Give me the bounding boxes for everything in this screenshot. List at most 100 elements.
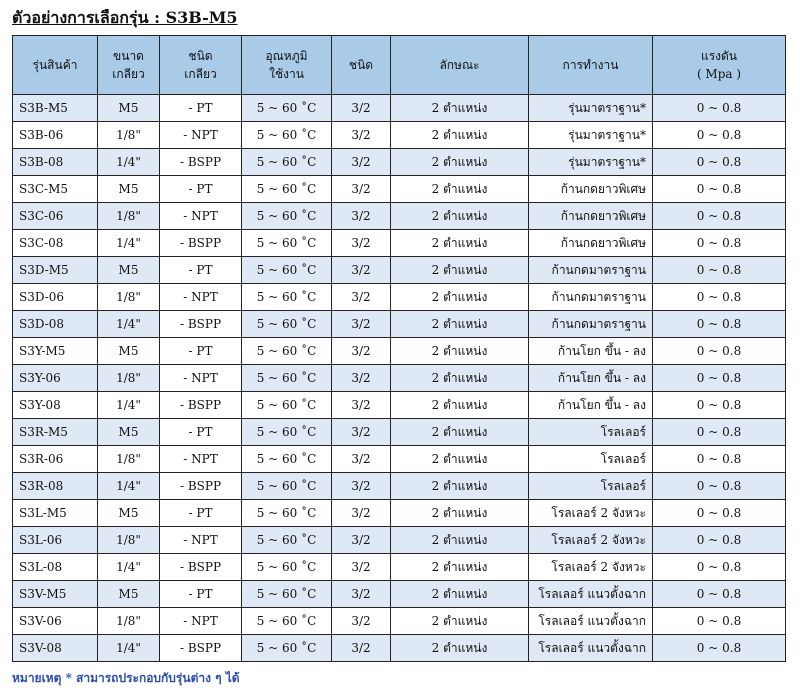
cell-feature: 2 ตำแหน่ง <box>390 526 529 554</box>
cell-size: 1/8" <box>97 364 160 392</box>
cell-size: M5 <box>97 418 160 446</box>
cell-pressure: 0 ~ 0.8 <box>652 580 786 608</box>
cell-type: 3/2 <box>331 499 391 527</box>
table-row: S3Y-08 1/4" - BSPP 5 ~ 60 ˚C 3/2 2 ตำแหน่ง ก้า… <box>12 391 786 419</box>
cell-model: S3B-08 <box>12 148 98 176</box>
cell-model: S3R-06 <box>12 445 98 473</box>
cell-type: 3/2 <box>331 310 391 338</box>
cell-operation: ก้านกดมาตราฐาน <box>528 256 653 284</box>
cell-type: 3/2 <box>331 607 391 635</box>
cell-thread-type: - BSPP <box>159 472 242 500</box>
cell-temperature: 5 ~ 60 ˚C <box>241 94 332 122</box>
cell-size: 1/4" <box>97 310 160 338</box>
cell-feature: 2 ตำแหน่ง <box>390 121 529 149</box>
cell-size: 1/4" <box>97 553 160 581</box>
cell-temperature: 5 ~ 60 ˚C <box>241 472 332 500</box>
header-feature: ลักษณะ <box>390 35 529 95</box>
cell-size: 1/8" <box>97 607 160 635</box>
cell-model: S3C-08 <box>12 229 98 257</box>
cell-type: 3/2 <box>331 148 391 176</box>
cell-type: 3/2 <box>331 175 391 203</box>
cell-feature: 2 ตำแหน่ง <box>390 445 529 473</box>
header-temperature: อุณหภูมิ ใช้งาน <box>241 35 332 95</box>
cell-thread-type: - NPT <box>159 445 242 473</box>
cell-type: 3/2 <box>331 445 391 473</box>
table-row: S3B-08 1/4" - BSPP 5 ~ 60 ˚C 3/2 2 ตำแหน่ง รุ่… <box>12 148 786 176</box>
table-row: S3V-08 1/4" - BSPP 5 ~ 60 ˚C 3/2 2 ตำแหน่ง โรล… <box>12 634 786 662</box>
cell-thread-type: - BSPP <box>159 553 242 581</box>
cell-operation: รุ่นมาตราฐาน* <box>528 148 653 176</box>
cell-thread-type: - NPT <box>159 202 242 230</box>
cell-thread-type: - PT <box>159 337 242 365</box>
table-row: S3R-M5 M5- PT 5 ~ 60 ˚C 3/2 2 ตำแหน่ง โรลเลอร… <box>12 418 786 446</box>
cell-feature: 2 ตำแหน่ง <box>390 391 529 419</box>
table-body: S3B-M5 M5- PT 5 ~ 60 ˚C 3/2 2 ตำแหน่ง รุ่นมาต… <box>12 94 786 662</box>
cell-thread-type: - PT <box>159 94 242 122</box>
table-row: S3B-M5 M5- PT 5 ~ 60 ˚C 3/2 2 ตำแหน่ง รุ่นมาต… <box>12 94 786 122</box>
cell-temperature: 5 ~ 60 ˚C <box>241 175 332 203</box>
cell-model: S3V-06 <box>12 607 98 635</box>
table-row: S3L-08 1/4" - BSPP 5 ~ 60 ˚C 3/2 2 ตำแหน่ง โรล… <box>12 553 786 581</box>
cell-temperature: 5 ~ 60 ˚C <box>241 580 332 608</box>
cell-temperature: 5 ~ 60 ˚C <box>241 202 332 230</box>
cell-model: S3B-06 <box>12 121 98 149</box>
cell-temperature: 5 ~ 60 ˚C <box>241 418 332 446</box>
cell-pressure: 0 ~ 0.8 <box>652 634 786 662</box>
cell-thread-type: - BSPP <box>159 148 242 176</box>
header-type: ชนิด <box>331 35 391 95</box>
header-model: รุ่นสินค้า <box>12 35 98 95</box>
cell-operation: โรลเลอร์ แนวตั้งฉาก <box>528 607 653 635</box>
cell-temperature: 5 ~ 60 ˚C <box>241 391 332 419</box>
cell-size: M5 <box>97 256 160 284</box>
cell-pressure: 0 ~ 0.8 <box>652 499 786 527</box>
cell-type: 3/2 <box>331 634 391 662</box>
cell-type: 3/2 <box>331 391 391 419</box>
table-row: S3Y-M5 M5- PT 5 ~ 60 ˚C 3/2 2 ตำแหน่ง ก้านโยก… <box>12 337 786 365</box>
cell-pressure: 0 ~ 0.8 <box>652 526 786 554</box>
cell-temperature: 5 ~ 60 ˚C <box>241 499 332 527</box>
cell-feature: 2 ตำแหน่ง <box>390 499 529 527</box>
cell-size: 1/8" <box>97 202 160 230</box>
cell-operation: โรลเลอร์ <box>528 418 653 446</box>
model-selection-table: รุ่นสินค้า ขนาด เกลียว ชนิด เกลียว อุณหภ… <box>12 35 786 662</box>
table-row: S3V-M5 M5- PT 5 ~ 60 ˚C 3/2 2 ตำแหน่ง โรลเลอร… <box>12 580 786 608</box>
cell-size: M5 <box>97 175 160 203</box>
cell-model: S3Y-08 <box>12 391 98 419</box>
cell-temperature: 5 ~ 60 ˚C <box>241 445 332 473</box>
cell-thread-type: - NPT <box>159 283 242 311</box>
cell-temperature: 5 ~ 60 ˚C <box>241 364 332 392</box>
cell-temperature: 5 ~ 60 ˚C <box>241 121 332 149</box>
cell-operation: ก้านกดยาวพิเศษ <box>528 175 653 203</box>
cell-pressure: 0 ~ 0.8 <box>652 337 786 365</box>
cell-operation: โรลเลอร์ <box>528 472 653 500</box>
cell-thread-type: - PT <box>159 256 242 284</box>
cell-thread-type: - NPT <box>159 607 242 635</box>
cell-feature: 2 ตำแหน่ง <box>390 202 529 230</box>
cell-pressure: 0 ~ 0.8 <box>652 418 786 446</box>
cell-model: S3B-M5 <box>12 94 98 122</box>
cell-pressure: 0 ~ 0.8 <box>652 553 786 581</box>
cell-feature: 2 ตำแหน่ง <box>390 337 529 365</box>
cell-thread-type: - PT <box>159 175 242 203</box>
cell-pressure: 0 ~ 0.8 <box>652 391 786 419</box>
cell-operation: ก้านโยก ขึ้น - ลง <box>528 337 653 365</box>
cell-model: S3Y-M5 <box>12 337 98 365</box>
table-row: S3D-M5 M5- PT 5 ~ 60 ˚C 3/2 2 ตำแหน่ง ก้านกดม… <box>12 256 786 284</box>
cell-operation: ก้านกดมาตราฐาน <box>528 310 653 338</box>
cell-feature: 2 ตำแหน่ง <box>390 148 529 176</box>
cell-feature: 2 ตำแหน่ง <box>390 256 529 284</box>
cell-temperature: 5 ~ 60 ˚C <box>241 256 332 284</box>
cell-type: 3/2 <box>331 418 391 446</box>
cell-temperature: 5 ~ 60 ˚C <box>241 337 332 365</box>
cell-feature: 2 ตำแหน่ง <box>390 553 529 581</box>
cell-size: M5 <box>97 499 160 527</box>
cell-model: S3D-M5 <box>12 256 98 284</box>
cell-operation: ก้านโยก ขึ้น - ลง <box>528 391 653 419</box>
table-header-row: รุ่นสินค้า ขนาด เกลียว ชนิด เกลียว อุณหภ… <box>12 35 786 95</box>
cell-size: 1/8" <box>97 526 160 554</box>
cell-operation: ก้านกดยาวพิเศษ <box>528 229 653 257</box>
cell-size: 1/4" <box>97 634 160 662</box>
cell-pressure: 0 ~ 0.8 <box>652 472 786 500</box>
cell-size: M5 <box>97 337 160 365</box>
table-row: S3D-08 1/4" - BSPP 5 ~ 60 ˚C 3/2 2 ตำแหน่ง ก้า… <box>12 310 786 338</box>
